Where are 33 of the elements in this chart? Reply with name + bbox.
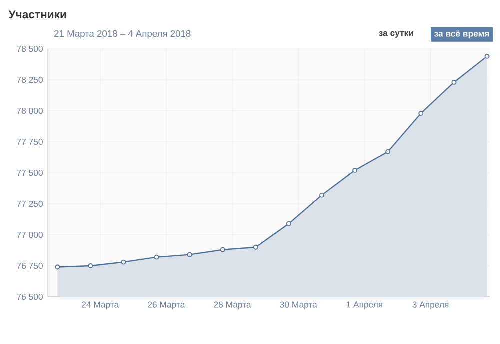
y-tick-label: 76 750 xyxy=(17,262,43,270)
chart-title: Участники xyxy=(8,10,66,19)
chart-subtitle: 21 Марта 2018 – 4 Апреля 2018 xyxy=(54,30,191,39)
point xyxy=(418,111,424,116)
point xyxy=(452,80,457,85)
point xyxy=(386,149,391,154)
y-tick-label: 78 000 xyxy=(17,108,43,114)
point xyxy=(154,254,160,260)
point xyxy=(88,264,94,268)
x-tick-label: 30 Марта xyxy=(280,302,318,310)
y-tick-label: 77 750 xyxy=(17,138,43,146)
point xyxy=(484,54,490,59)
x-tick-label: 1 Апреля xyxy=(346,302,382,310)
point xyxy=(121,260,126,265)
y-tick-label: 77 250 xyxy=(17,200,43,208)
point xyxy=(253,244,258,250)
point xyxy=(352,168,358,173)
y-tick-label: 76 500 xyxy=(17,294,43,300)
x-tick-label: 28 Марта xyxy=(214,302,252,310)
x-tick-label: 3 Апреля xyxy=(412,302,449,310)
y-tick-label: 78 500 xyxy=(17,46,43,52)
point xyxy=(286,221,292,226)
y-tick-label: 77 500 xyxy=(17,170,43,176)
point xyxy=(187,252,192,258)
text: за всё время xyxy=(434,30,490,39)
point xyxy=(220,247,226,252)
x-tick-label: 24 Марта xyxy=(82,302,120,310)
y-tick-label: 78 250 xyxy=(17,76,43,84)
text: за сутки xyxy=(379,31,414,38)
y-tick-label: 77 000 xyxy=(17,232,43,238)
point xyxy=(55,264,60,270)
x-tick-label: 26 Марта xyxy=(148,302,186,310)
point xyxy=(320,192,324,198)
